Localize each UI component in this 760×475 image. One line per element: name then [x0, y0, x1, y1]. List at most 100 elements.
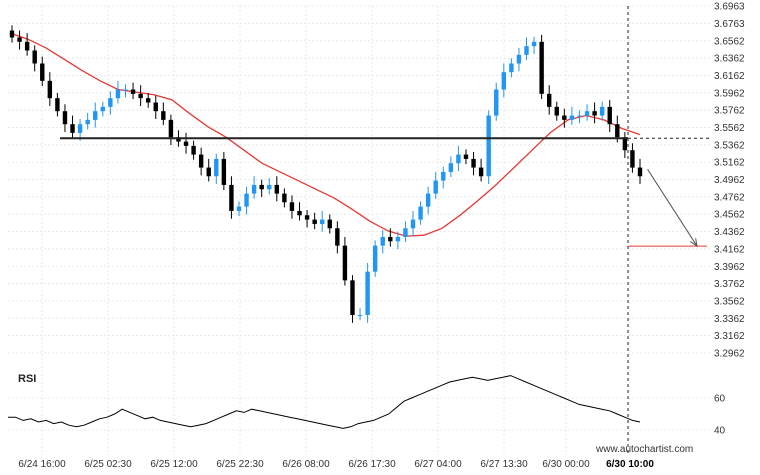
candle-body: [267, 184, 272, 190]
candle-body: [501, 72, 507, 90]
candle-body: [584, 111, 590, 116]
candle-body: [372, 245, 378, 272]
candle-body: [214, 158, 219, 177]
candle-body: [9, 30, 15, 38]
candle-body: [592, 111, 597, 116]
price-tick-label: 3.5162: [714, 158, 745, 169]
time-tick-label: 6/25 02:30: [84, 459, 132, 470]
time-tick-label: 6/25 22:30: [216, 459, 264, 470]
price-tick-label: 3.2962: [714, 349, 745, 360]
candle-body: [191, 145, 196, 155]
time-tick-label: 6/30 10:00: [606, 459, 654, 470]
forecast-arrow: [647, 169, 698, 247]
price-tick-label: 3.6763: [714, 19, 745, 30]
candle-body: [388, 236, 393, 242]
moving-average-line: [9, 32, 641, 237]
candle-body: [153, 102, 158, 112]
candle-body: [168, 119, 174, 138]
time-tick-label: 6/30 00:00: [542, 459, 590, 470]
price-tick-label: 3.3562: [714, 296, 745, 307]
candle-body: [569, 115, 575, 120]
candle-body: [62, 111, 68, 125]
candle-body: [236, 206, 242, 211]
candle-body: [244, 193, 249, 207]
candle-body: [433, 180, 438, 194]
candle-body: [251, 184, 257, 194]
candle-body: [448, 163, 454, 172]
candle-body: [516, 54, 522, 64]
candle-body: [130, 89, 136, 94]
candle-body: [108, 98, 113, 107]
candle-body: [221, 158, 227, 185]
candle-body: [524, 46, 529, 55]
candle-body: [478, 167, 484, 177]
candle-body: [282, 193, 287, 203]
candle-body: [259, 184, 264, 190]
candle-body: [380, 236, 385, 246]
price-tick-label: 3.3362: [714, 314, 745, 325]
candle-body: [100, 106, 105, 112]
price-tick-label: 3.4562: [714, 210, 745, 221]
candle-body: [85, 119, 90, 125]
candle-body: [161, 111, 166, 120]
candle-body: [441, 171, 446, 181]
candle-body: [198, 154, 204, 168]
candle-body: [539, 41, 544, 94]
candle-body: [229, 184, 234, 211]
candle-body: [463, 154, 469, 159]
price-tick-label: 3.5362: [714, 140, 745, 151]
candle-body: [577, 115, 582, 117]
candle-body: [24, 41, 30, 51]
candle-body: [206, 167, 211, 177]
candle-body: [327, 219, 332, 229]
candle-body: [342, 245, 348, 281]
time-tick-label: 6/26 17:30: [348, 459, 396, 470]
grid: [8, 5, 712, 455]
candle-body: [562, 115, 567, 120]
candle-body: [335, 228, 340, 246]
price-tick-label: 3.4762: [714, 192, 745, 203]
time-tick-label: 6/26 08:00: [282, 459, 330, 470]
candle-body: [630, 150, 635, 168]
candle-body: [418, 206, 423, 220]
rsi-line: [8, 375, 641, 429]
candle-body: [274, 184, 280, 194]
price-tick-label: 3.5762: [714, 106, 745, 117]
rsi-tick-label: 40: [714, 426, 726, 437]
candle-body: [183, 141, 189, 146]
rsi-panel: [8, 375, 641, 429]
candle-body: [509, 63, 514, 73]
price-tick-label: 3.5962: [714, 88, 745, 99]
candle-body: [138, 93, 143, 99]
price-tick-label: 3.3762: [714, 279, 745, 290]
candle-body: [395, 236, 401, 242]
candle-body: [312, 219, 317, 224]
rsi-label: RSI: [18, 373, 36, 385]
candle-body: [599, 106, 605, 116]
candle-body: [176, 137, 181, 142]
candles: [9, 25, 643, 323]
candle-body: [93, 111, 98, 120]
levels: [60, 137, 712, 248]
candle-body: [32, 50, 37, 64]
candle-body: [403, 228, 408, 237]
candle-body: [357, 315, 363, 317]
price-tick-label: 3.4362: [714, 227, 745, 238]
time-tick-label: 6/24 16:00: [18, 459, 66, 470]
candle-body: [486, 115, 491, 177]
candle-body: [410, 219, 416, 229]
candle-body: [531, 41, 537, 47]
candle-body: [77, 124, 83, 133]
candle-body: [123, 89, 128, 91]
candle-body: [615, 124, 620, 138]
price-tick-label: 3.3962: [714, 262, 745, 273]
time-axis: 6/24 16:00 6/25 02:30 6/25 12:00 6/25 22:30…: [18, 459, 654, 470]
candle-body: [47, 80, 53, 99]
price-tick-label: 3.6562: [714, 36, 745, 47]
candle-body: [365, 271, 370, 316]
candle-body: [425, 193, 431, 207]
candle-body: [471, 158, 476, 168]
candle-body: [115, 89, 121, 99]
forecast-arrow-head: [690, 238, 698, 248]
candle-body: [17, 37, 22, 42]
